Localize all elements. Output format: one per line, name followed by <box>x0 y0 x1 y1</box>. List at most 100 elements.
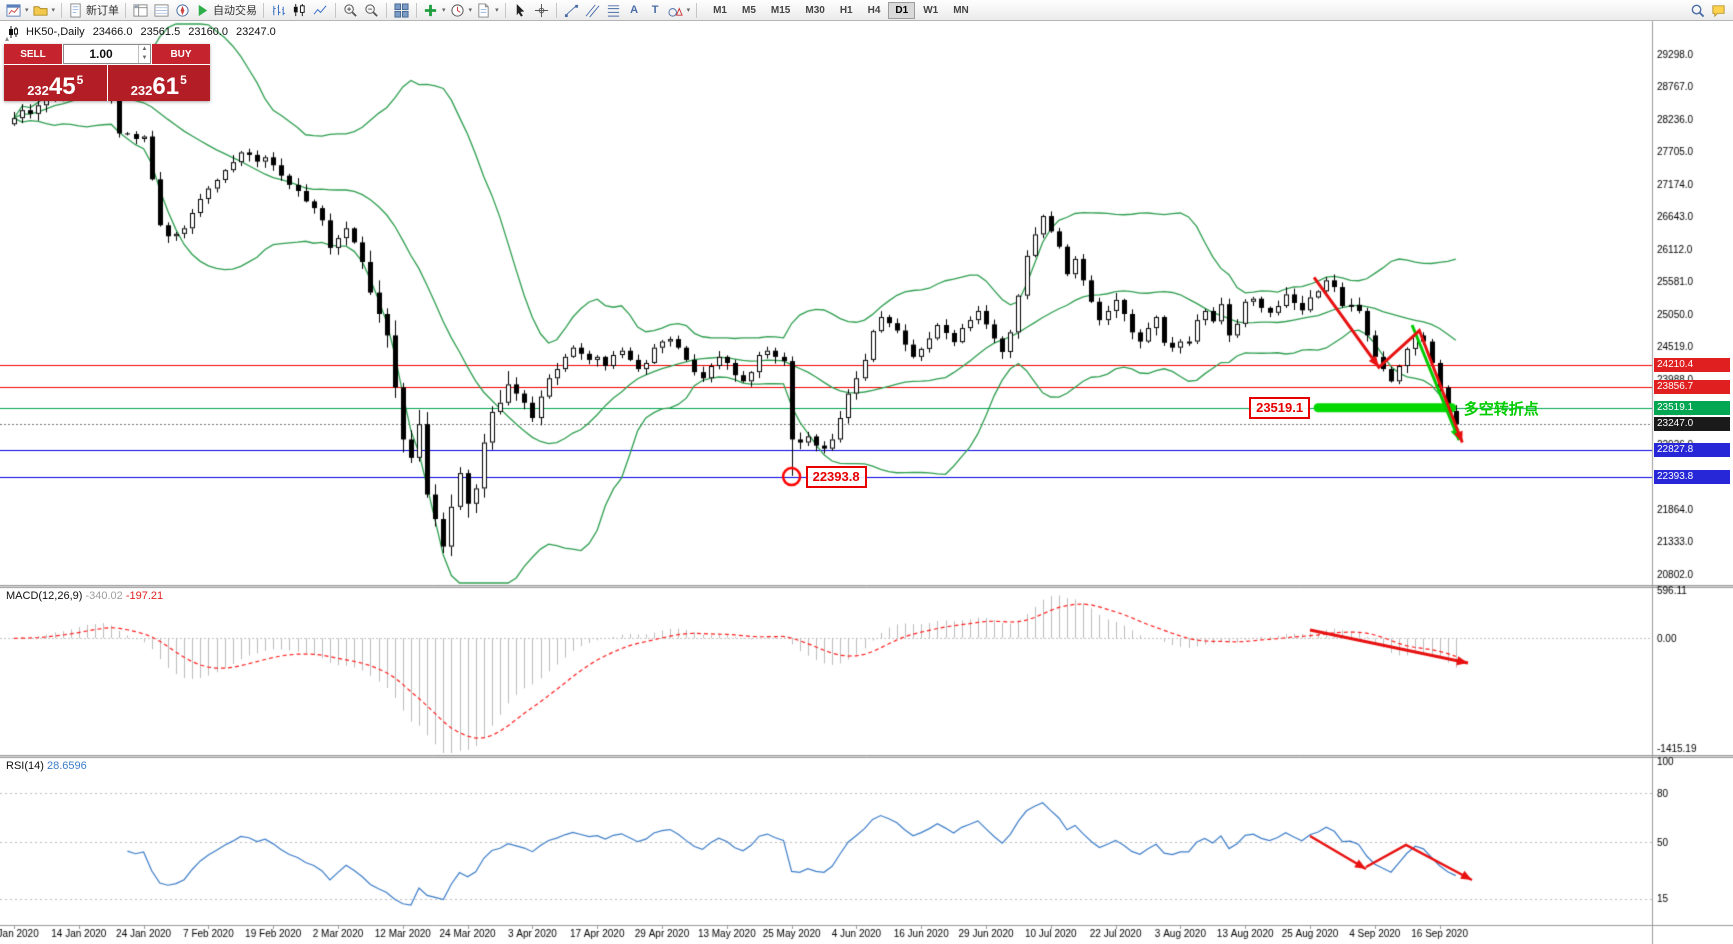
cursor-button[interactable] <box>510 1 531 20</box>
auto-trading-button[interactable]: 自动交易 <box>193 1 259 20</box>
tile-windows-button[interactable] <box>391 1 412 20</box>
volume-up-button[interactable]: ▲ <box>141 46 148 52</box>
label-button[interactable]: T <box>645 1 666 20</box>
chevron-down-icon: ▾ <box>51 7 56 14</box>
profiles-button[interactable]: ▾ <box>31 1 58 20</box>
channel-icon <box>585 4 600 17</box>
trendline-button[interactable] <box>561 1 582 20</box>
toolbar-separator <box>416 2 418 18</box>
bid-price-button[interactable]: 232 45 5 <box>4 65 107 101</box>
toolbar-separator <box>386 2 388 18</box>
new-chart-button[interactable]: ▾ <box>4 1 31 20</box>
crosshair-icon <box>534 3 548 17</box>
rsi-name: RSI(14) <box>6 760 44 772</box>
toolbar-separator <box>696 2 698 18</box>
search-icon <box>1691 4 1705 17</box>
candle-chart-type-button[interactable] <box>289 1 310 20</box>
rsi-value: 28.6596 <box>46 760 87 772</box>
symbol-period-label: HK50-,Daily <box>26 26 85 38</box>
timeframe-h1-button[interactable]: H1 <box>833 2 860 19</box>
bid-prefix: 232 <box>27 83 49 98</box>
templates-icon <box>478 2 489 18</box>
sell-button[interactable]: SELL <box>4 44 62 64</box>
macd-main-value: -340.02 <box>85 590 123 602</box>
volume-down-button[interactable]: ▼ <box>141 55 148 61</box>
open-value: 23466.0 <box>92 26 133 38</box>
toolbar-separator <box>263 2 265 18</box>
toolbar-separator <box>504 2 506 18</box>
toolbar-separator <box>61 2 63 18</box>
chevron-down-icon: ▾ <box>442 7 446 14</box>
macd-signal-value: -197.21 <box>125 590 164 602</box>
ask-prefix: 232 <box>130 83 153 98</box>
fibonacci-icon <box>607 4 619 17</box>
timeframe-m5-button[interactable]: M5 <box>735 2 763 19</box>
ask-big-digits: 61 <box>152 72 180 100</box>
zoom-in-button[interactable] <box>340 1 361 20</box>
profiles-folder-icon <box>32 5 48 16</box>
channel-button[interactable] <box>582 1 603 20</box>
chevron-down-icon: ▾ <box>495 7 499 14</box>
bar-chart-type-button[interactable] <box>268 1 289 20</box>
data-window-button[interactable] <box>151 1 172 20</box>
volume-spinner: ▲ ▼ <box>138 45 150 63</box>
chevron-down-icon: ▾ <box>25 7 29 14</box>
chart-ohlc-header: HK50-,Daily 23466.0 23561.5 23160.0 2324… <box>8 26 276 38</box>
timeframe-w1-button[interactable]: W1 <box>916 2 945 19</box>
toolbar-separator <box>335 2 337 18</box>
market-watch-icon <box>133 3 148 17</box>
navigator-icon <box>176 3 189 17</box>
zoom-out-button[interactable] <box>361 1 382 20</box>
market-watch-button[interactable] <box>130 1 151 20</box>
close-value: 23247.0 <box>235 26 276 38</box>
buy-button[interactable]: BUY <box>152 44 210 64</box>
indicators-button[interactable]: ▾ <box>421 1 448 20</box>
chevron-down-icon: ▾ <box>468 7 473 14</box>
periods-clock-icon <box>450 3 464 17</box>
navigator-button[interactable] <box>172 1 193 20</box>
one-click-collapse-button[interactable]: ▴ <box>5 34 10 43</box>
line-chart-icon <box>313 5 327 15</box>
fibonacci-button[interactable] <box>603 1 624 20</box>
search-button[interactable] <box>1687 1 1708 20</box>
text-icon: A <box>630 4 639 16</box>
new-order-button[interactable]: 新订单 <box>66 1 121 20</box>
timeframe-mn-button[interactable]: MN <box>946 2 976 19</box>
chart-icon <box>9 26 18 38</box>
periods-button[interactable]: ▾ <box>448 1 475 20</box>
shapes-icon <box>668 6 683 17</box>
new-order-label: 新订单 <box>86 5 120 17</box>
shapes-button[interactable]: ▾ <box>666 1 693 20</box>
new-chart-icon <box>6 3 21 17</box>
ask-pip-digit: 5 <box>180 73 187 87</box>
line-chart-type-button[interactable] <box>310 1 331 20</box>
timeframe-m30-button[interactable]: M30 <box>798 2 831 19</box>
zoom-out-icon <box>365 3 378 17</box>
chevron-down-icon: ▾ <box>686 7 691 14</box>
timeframe-group: M1 M5 M15 M30 H1 H4 D1 W1 MN <box>706 1 976 19</box>
auto-trading-label: 自动交易 <box>213 5 258 17</box>
timeframe-m15-button[interactable]: M15 <box>764 2 797 19</box>
main-toolbar: ▾ ▾ 新订单 自动交易 ▾ ▾ ▾ A T ▾ M1 M5 M15 M30 H1 H4 D… <box>0 0 1733 21</box>
auto-trading-play-icon <box>198 4 208 16</box>
crosshair-button[interactable] <box>531 1 552 20</box>
trendline-icon <box>564 4 578 17</box>
high-value: 23561.5 <box>140 26 181 38</box>
timeframe-m1-button[interactable]: M1 <box>706 2 734 19</box>
chat-button[interactable] <box>1708 1 1729 20</box>
toolbar-separator <box>555 2 557 18</box>
text-button[interactable]: A <box>624 1 645 20</box>
templates-button[interactable]: ▾ <box>474 1 501 20</box>
timeframe-h4-button[interactable]: H4 <box>861 2 888 19</box>
bid-big-digits: 45 <box>48 72 76 100</box>
volume-value[interactable]: 1.00 <box>89 47 113 61</box>
ask-price-button[interactable]: 232 61 5 <box>107 65 210 101</box>
candlestick-chart-icon <box>293 3 305 16</box>
timeframe-d1-button[interactable]: D1 <box>888 1 916 19</box>
volume-input[interactable]: 1.00 ▲ ▼ <box>63 44 151 64</box>
bar-chart-icon <box>272 4 286 15</box>
rsi-indicator-label: RSI(14) 28.6596 <box>6 760 87 772</box>
data-window-icon <box>154 3 169 17</box>
